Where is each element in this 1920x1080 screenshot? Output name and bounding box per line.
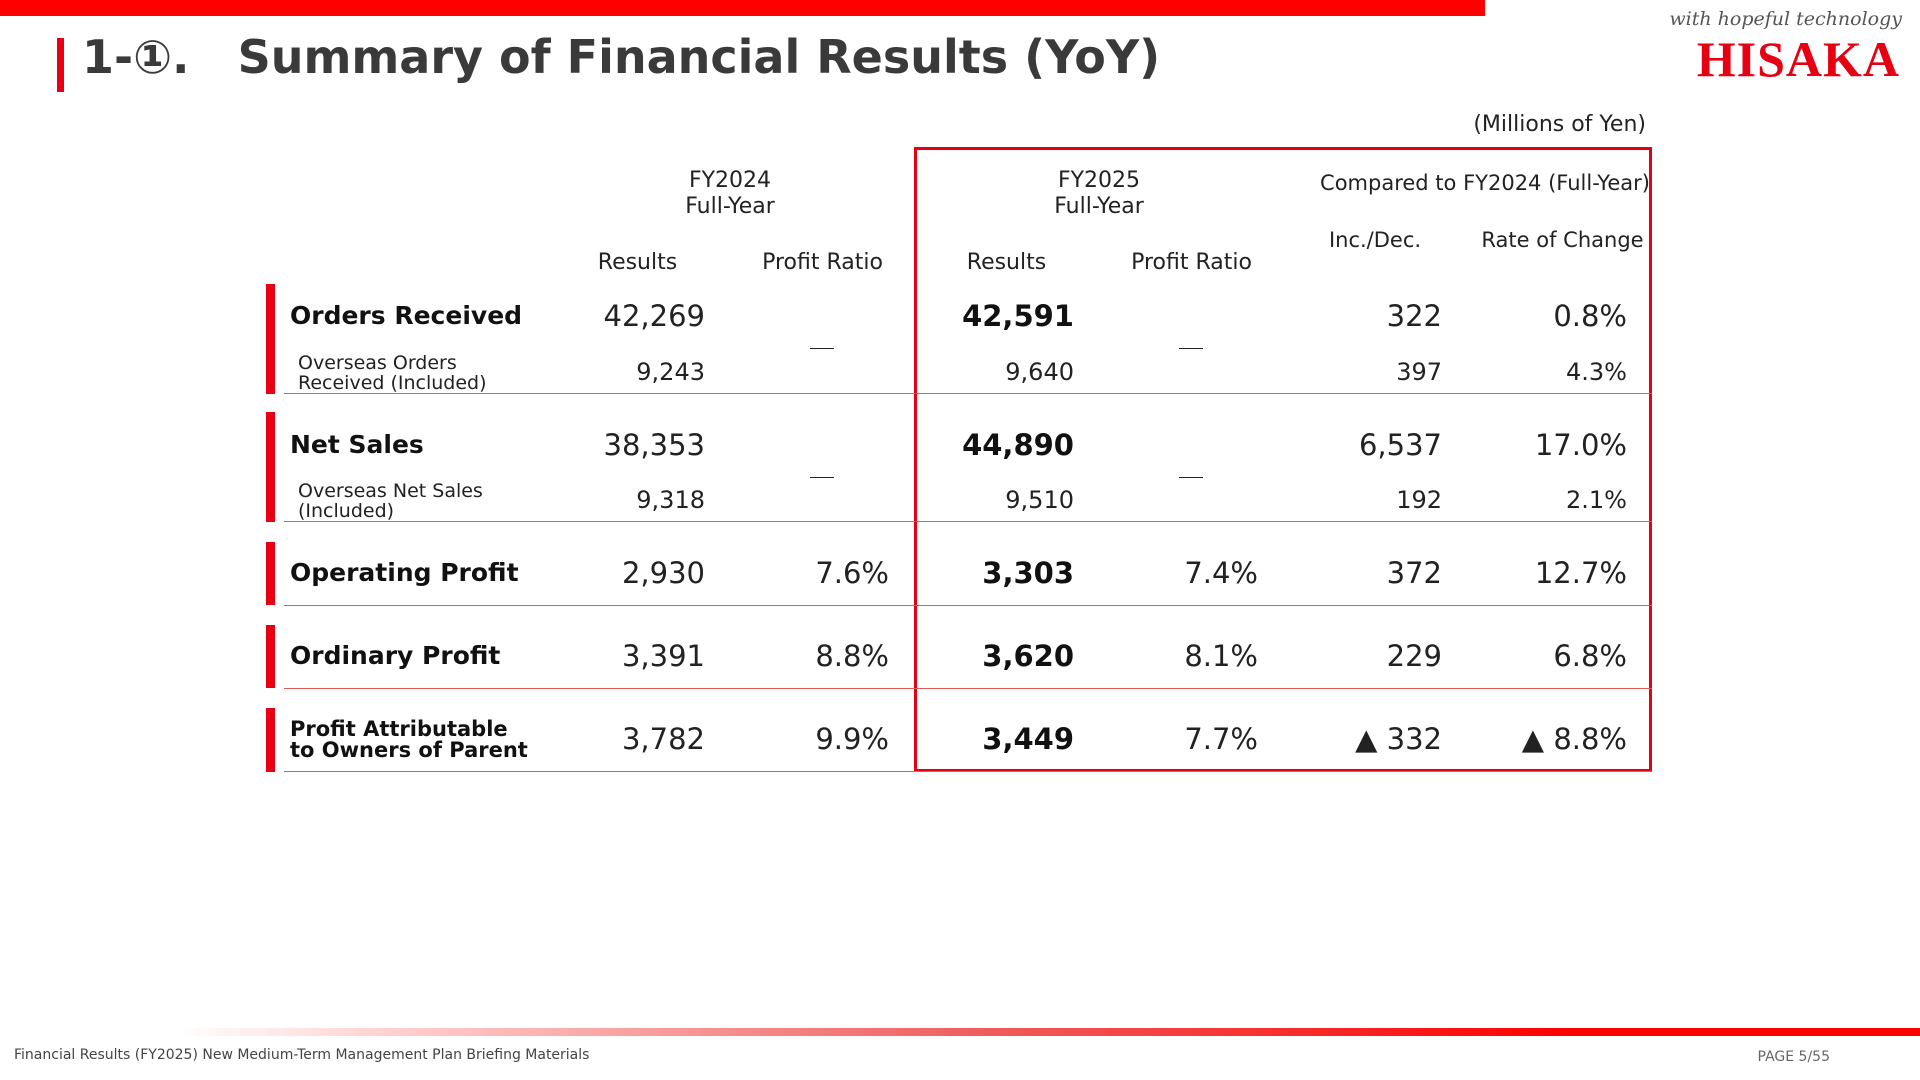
- orders-row-divider: [284, 393, 1652, 394]
- fy2025-header-line2: Full-Year: [1054, 194, 1144, 219]
- overseas-net-sales-label-line1: Overseas Net Sales: [298, 480, 483, 502]
- page-number: PAGE 5/55: [1757, 1049, 1830, 1065]
- net-sales-fy2024: 38,353: [603, 428, 705, 462]
- orders-label: Orders Received: [290, 301, 523, 330]
- fy2024-header-line1: FY2024: [688, 168, 772, 193]
- fy2025-header: FY2025 Full-Year: [1029, 168, 1169, 220]
- ordinary-profit-fy2024-ratio: 8.8%: [815, 639, 889, 673]
- profit-owners-fy2024: 3,782: [621, 722, 705, 756]
- profit-owners-label-line2: to Owners of Parent: [290, 738, 528, 762]
- overseas-net-sales-fy2024: 9,318: [636, 486, 705, 514]
- fy2025-highlight-box: [914, 147, 1652, 772]
- operating-profit-fy2024-ratio: 7.6%: [815, 556, 889, 590]
- fy2025-results-header: Results: [966, 250, 1047, 275]
- orders-inc-dec: 322: [1386, 299, 1442, 333]
- net-sales-fy2025-ratio: ＿: [1179, 453, 1203, 481]
- fy2024-results-header: Results: [597, 250, 678, 275]
- profit-owners-label-line1: Profit Attributable: [290, 717, 508, 741]
- ordinary-profit-rate: 6.8%: [1553, 639, 1627, 673]
- inc-dec-header: Inc./Dec.: [1328, 228, 1422, 252]
- orders-row-marker: [266, 284, 275, 394]
- operating-profit-rate: 12.7%: [1534, 556, 1627, 590]
- overseas-orders-fy2024: 9,243: [636, 358, 705, 386]
- net-sales-inc-dec: 6,537: [1358, 428, 1442, 462]
- ordinary-profit-fy2024: 3,391: [621, 639, 705, 673]
- orders-fy2024-ratio: ＿: [810, 324, 834, 352]
- orders-fy2024: 42,269: [603, 299, 705, 333]
- profit-owners-label: Profit Attributable to Owners of Parent: [290, 719, 528, 761]
- operating-profit-fy2024: 2,930: [621, 556, 705, 590]
- fy2024-ratio-header: Profit Ratio: [762, 250, 883, 275]
- net-sales-label: Net Sales: [290, 430, 424, 459]
- net-sales-row-divider: [284, 521, 1652, 522]
- operating-profit-row-divider: [284, 605, 1652, 606]
- overseas-orders-label: Overseas Orders Received (Included): [298, 353, 487, 393]
- fy2024-header-line2: Full-Year: [685, 194, 775, 219]
- ordinary-profit-fy2025: 3,620: [982, 639, 1074, 673]
- ordinary-profit-row-divider: [284, 688, 1652, 689]
- fy2024-header: FY2024 Full-Year: [660, 168, 800, 220]
- operating-profit-label: Operating Profit: [290, 558, 519, 587]
- orders-fy2025-ratio: ＿: [1179, 324, 1203, 352]
- company-logo: HISAKA: [1696, 31, 1900, 87]
- orders-rate: 0.8%: [1553, 299, 1627, 333]
- orders-fy2025: 42,591: [962, 299, 1074, 333]
- profit-owners-inc-dec: ▲ 332: [1355, 722, 1442, 756]
- overseas-net-sales-inc-dec: 192: [1396, 486, 1442, 514]
- operating-profit-fy2025-ratio: 7.4%: [1184, 556, 1258, 590]
- operating-profit-inc-dec: 372: [1386, 556, 1442, 590]
- ordinary-profit-fy2025-ratio: 8.1%: [1184, 639, 1258, 673]
- overseas-orders-fy2025: 9,640: [1005, 358, 1074, 386]
- profit-owners-fy2024-ratio: 9.9%: [815, 722, 889, 756]
- overseas-orders-label-line1: Overseas Orders: [298, 352, 457, 374]
- net-sales-rate: 17.0%: [1534, 428, 1627, 462]
- net-sales-fy2025: 44,890: [962, 428, 1074, 462]
- overseas-net-sales-label-line2: (Included): [298, 500, 395, 522]
- operating-profit-fy2025: 3,303: [982, 556, 1074, 590]
- ordinary-profit-label: Ordinary Profit: [290, 641, 501, 670]
- fy2025-ratio-header: Profit Ratio: [1131, 250, 1252, 275]
- ordinary-profit-row-marker: [266, 625, 275, 688]
- overseas-net-sales-fy2025: 9,510: [1005, 486, 1074, 514]
- net-sales-fy2024-ratio: ＿: [810, 453, 834, 481]
- overseas-orders-inc-dec: 397: [1396, 358, 1442, 386]
- compare-header: Compared to FY2024 (Full-Year): [1320, 171, 1650, 195]
- operating-profit-row-marker: [266, 542, 275, 605]
- profit-owners-fy2025-ratio: 7.7%: [1184, 722, 1258, 756]
- title-accent-mark: [57, 38, 64, 92]
- overseas-orders-rate: 4.3%: [1566, 358, 1627, 386]
- top-accent-bar: [0, 0, 1485, 16]
- company-tagline: with hopeful technology: [1669, 8, 1902, 30]
- footer-gradient-bar: [178, 1028, 1920, 1036]
- fy2025-header-line1: FY2025: [1057, 168, 1141, 193]
- rate-of-change-header: Rate of Change: [1481, 228, 1644, 252]
- net-sales-row-marker: [266, 412, 275, 522]
- units-note: (Millions of Yen): [1473, 112, 1646, 137]
- ordinary-profit-inc-dec: 229: [1386, 639, 1442, 673]
- profit-owners-rate: ▲ 8.8%: [1521, 722, 1627, 756]
- overseas-orders-label-line2: Received (Included): [298, 372, 487, 394]
- footer-document-title: Financial Results (FY2025) New Medium-Te…: [14, 1047, 590, 1063]
- profit-owners-row-marker: [266, 708, 275, 772]
- overseas-net-sales-rate: 2.1%: [1566, 486, 1627, 514]
- page-title: 1-①. Summary of Financial Results (YoY): [82, 30, 1161, 84]
- overseas-net-sales-label: Overseas Net Sales (Included): [298, 481, 483, 521]
- profit-owners-row-divider: [284, 771, 1652, 772]
- profit-owners-fy2025: 3,449: [982, 722, 1074, 756]
